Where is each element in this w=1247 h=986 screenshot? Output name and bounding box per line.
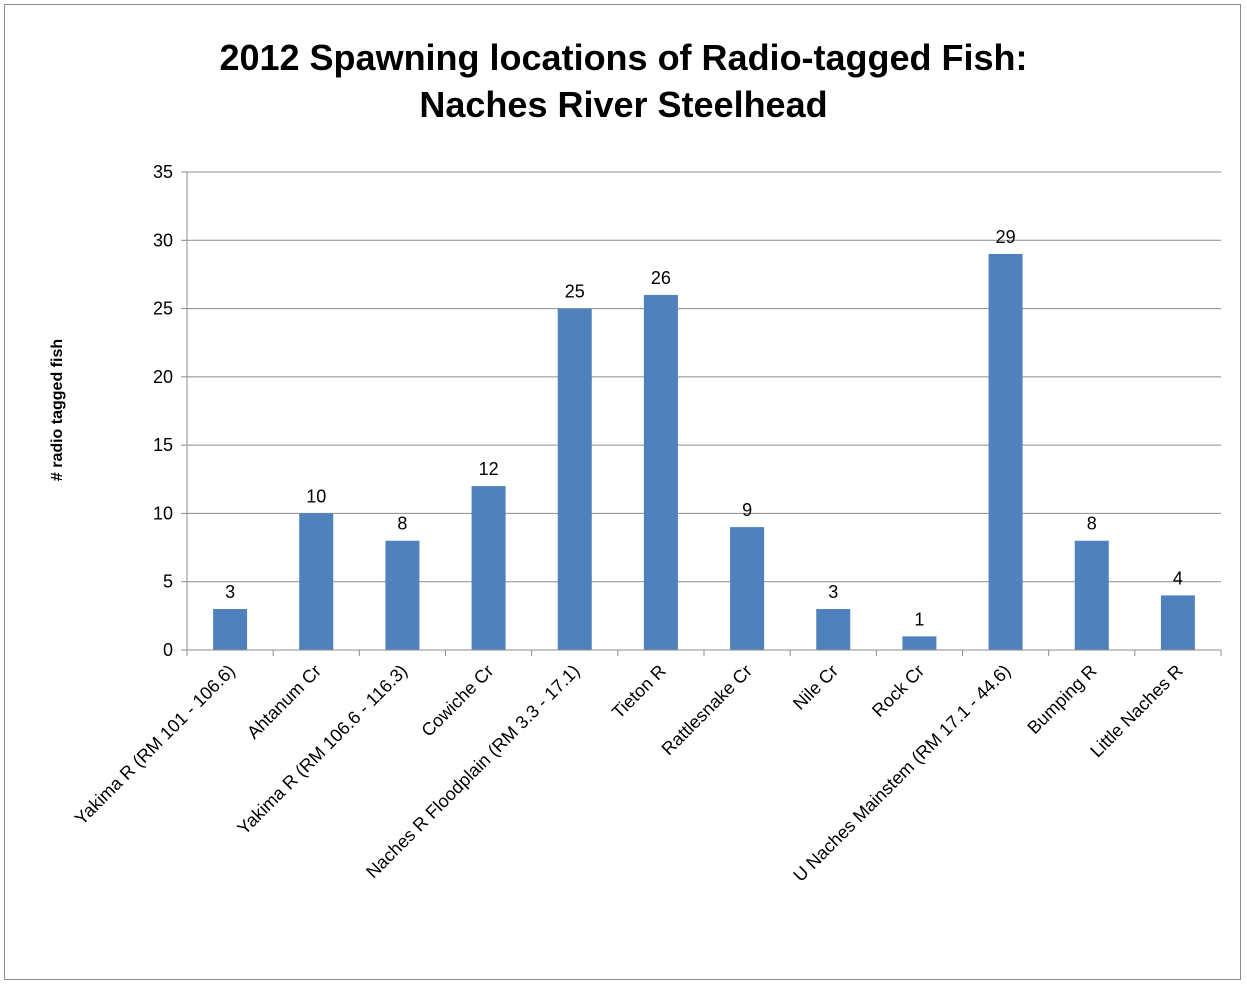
data-label: 12 xyxy=(479,459,499,479)
category-label: Tieton R xyxy=(608,661,670,723)
bar xyxy=(730,527,765,650)
chart-title-line-2: Naches River Steelhead xyxy=(419,84,828,125)
chart-frame xyxy=(4,4,1241,980)
data-label: 3 xyxy=(828,582,838,602)
bar xyxy=(1074,540,1109,650)
category-label: Rock Cr xyxy=(868,661,928,721)
y-tick-label: 0 xyxy=(163,640,173,660)
category-label: Rattlesnake Cr xyxy=(658,661,756,759)
category-label: Little Naches R xyxy=(1086,661,1186,761)
y-tick-label: 10 xyxy=(153,503,173,523)
y-tick-label: 5 xyxy=(163,572,173,592)
data-label: 3 xyxy=(225,582,235,602)
bar xyxy=(471,486,506,650)
data-label: 8 xyxy=(1087,514,1097,534)
data-label: 4 xyxy=(1173,568,1183,588)
data-label: 1 xyxy=(914,609,924,629)
gridlines xyxy=(187,171,1221,583)
data-label: 26 xyxy=(651,268,671,288)
chart-title: 2012 Spawning locations of Radio-tagged … xyxy=(0,34,1247,128)
y-tick-label: 25 xyxy=(153,299,173,319)
category-labels: Yakima R (RM 101 - 106.6) Ahtanum CrYakim… xyxy=(71,661,1187,886)
data-label: 25 xyxy=(565,282,585,302)
category-label: Yakima R (RM 106.6 - 116.3) xyxy=(233,661,411,839)
bar xyxy=(557,308,592,650)
y-tick-label: 15 xyxy=(153,435,173,455)
bar xyxy=(643,294,678,650)
y-tick-labels: 0 5 10 15 20 25 30 35 xyxy=(153,162,173,660)
y-tick-label: 20 xyxy=(153,367,173,387)
bars xyxy=(213,253,1195,650)
y-tick-label: 35 xyxy=(153,162,173,182)
bar xyxy=(902,636,937,650)
y-tick-label: 30 xyxy=(153,230,173,250)
bar xyxy=(988,253,1023,650)
data-label: 8 xyxy=(397,514,407,534)
category-label: Cowiche Cr xyxy=(417,661,497,741)
data-label: 29 xyxy=(996,227,1016,247)
bar xyxy=(385,540,420,650)
bar xyxy=(816,609,851,650)
chart-title-line-1: 2012 Spawning locations of Radio-tagged … xyxy=(219,37,1028,78)
data-labels: 3 10 8 12 25 26 9 3 1 29 8 4 xyxy=(225,227,1183,629)
axes xyxy=(181,171,1222,656)
category-label: Bumping R xyxy=(1023,661,1100,738)
category-label: Nile Cr xyxy=(789,661,842,714)
bar xyxy=(1160,595,1195,650)
bar xyxy=(213,609,248,650)
category-label: Ahtanum Cr xyxy=(243,661,325,743)
category-label: Yakima R (RM 101 - 106.6) xyxy=(71,661,239,829)
data-label: 10 xyxy=(306,486,326,506)
data-label: 9 xyxy=(742,500,752,520)
bar xyxy=(299,513,334,650)
